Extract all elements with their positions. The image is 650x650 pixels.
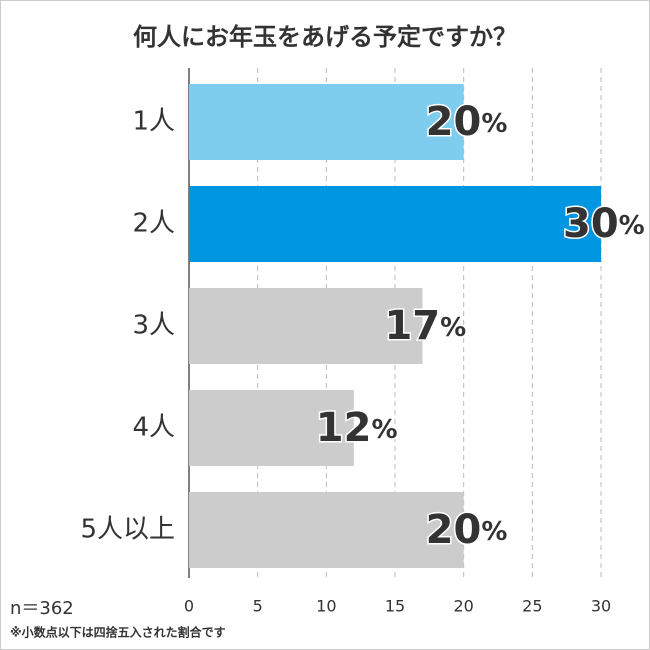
x-tick-label: 30 bbox=[591, 597, 611, 616]
bar bbox=[189, 492, 464, 568]
sample-size: n＝362 bbox=[10, 598, 74, 619]
x-tick-label: 15 bbox=[385, 597, 405, 616]
value-label: 30% bbox=[563, 201, 645, 247]
x-tick-label: 0 bbox=[184, 597, 194, 616]
bar bbox=[189, 84, 464, 160]
bar bbox=[189, 288, 423, 364]
y-tick-label: 5人以上 bbox=[80, 515, 175, 545]
y-tick-label: 2人 bbox=[132, 209, 175, 239]
bar bbox=[189, 390, 354, 466]
bar bbox=[189, 186, 601, 262]
y-tick-label: 4人 bbox=[132, 413, 175, 443]
x-tick-label: 25 bbox=[522, 597, 542, 616]
y-tick-label: 1人 bbox=[132, 107, 175, 137]
value-label: 20% bbox=[426, 99, 508, 145]
x-tick-label: 5 bbox=[253, 597, 263, 616]
note: ※小数点以下は四捨五入された割合です bbox=[10, 625, 226, 640]
value-label: 17% bbox=[384, 303, 466, 349]
x-tick-label: 10 bbox=[316, 597, 336, 616]
x-tick-label: 20 bbox=[453, 597, 473, 616]
y-tick-label: 3人 bbox=[132, 311, 175, 341]
chart-title: 何人にお年玉をあげる予定ですか？ bbox=[133, 23, 517, 51]
value-label: 20% bbox=[426, 507, 508, 553]
value-label: 12% bbox=[316, 405, 398, 451]
